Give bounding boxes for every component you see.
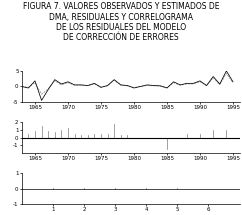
Text: FIGURA 7. VALORES OBSERVADOS Y ESTIMADOS DE
DMA, RESIDUALES Y CORRELOGRAMA
DE LO: FIGURA 7. VALORES OBSERVADOS Y ESTIMADOS… [23, 2, 219, 42]
